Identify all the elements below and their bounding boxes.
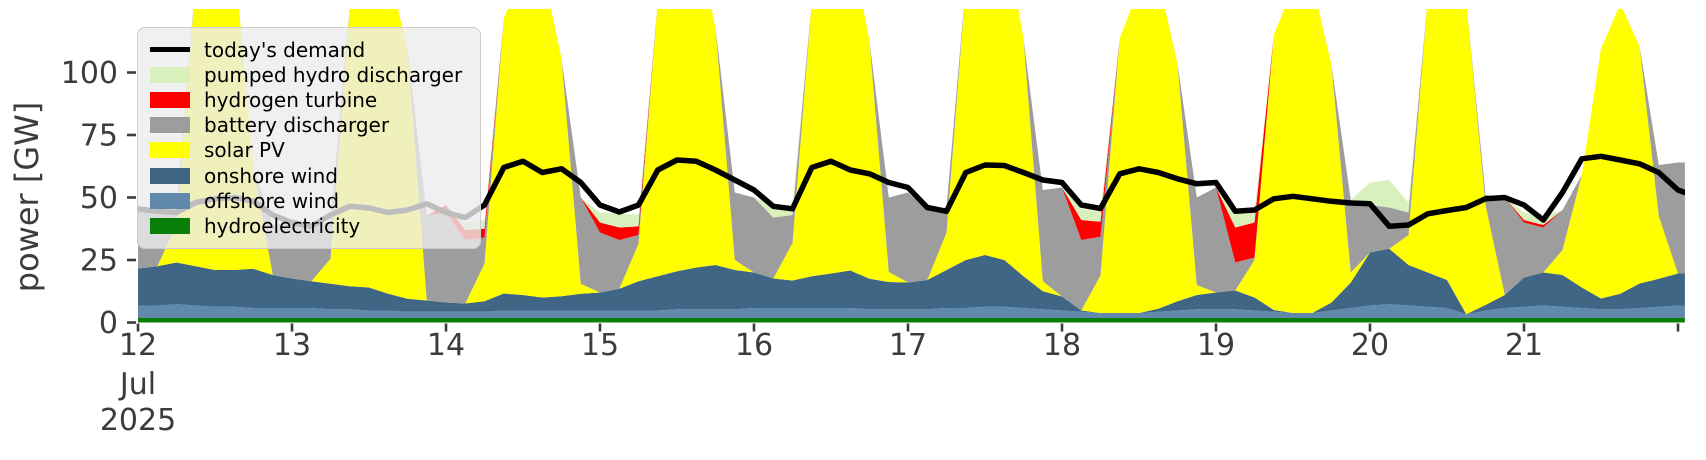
x-year-label: 2025 xyxy=(100,403,176,438)
y-tick-label: 0 xyxy=(99,306,118,341)
legend-item-label: hydroelectricity xyxy=(204,213,361,238)
y-axis-label: power [GW] xyxy=(8,102,46,292)
x-tick-label: 17 xyxy=(889,328,927,363)
legend-item: onshore wind xyxy=(150,163,462,188)
legend-patch-swatch xyxy=(150,117,190,134)
x-tick-label: 15 xyxy=(581,328,619,363)
area-onshore-wind xyxy=(138,248,1685,315)
legend-item-label: onshore wind xyxy=(204,163,338,188)
area-offshore-wind xyxy=(138,304,1685,318)
x-tick-label: 19 xyxy=(1197,328,1235,363)
area-battery-discharger xyxy=(138,9,1685,311)
area-hydroelectricity xyxy=(138,318,1685,323)
legend-item-label: offshore wind xyxy=(204,188,340,213)
legend-item-label: solar PV xyxy=(204,138,285,163)
legend-item: offshore wind xyxy=(150,188,462,213)
legend-item-label: today's demand xyxy=(204,37,366,62)
y-tick-label: 50 xyxy=(80,181,118,216)
legend-item: battery discharger xyxy=(150,113,462,138)
legend-item-label: battery discharger xyxy=(204,113,390,138)
y-tick-label: 75 xyxy=(80,119,118,154)
legend-item: pumped hydro discharger xyxy=(150,62,462,87)
area-solar-pv xyxy=(138,9,1685,315)
x-tick-label: 13 xyxy=(273,328,311,363)
legend-patch-swatch xyxy=(150,142,190,159)
legend-patch-swatch xyxy=(150,91,190,108)
legend-line-swatch xyxy=(150,47,190,53)
plot-area xyxy=(138,9,1685,323)
x-tick-label: 18 xyxy=(1043,328,1081,363)
legend-item: solar PV xyxy=(150,138,462,163)
y-tick-label: 100 xyxy=(61,56,118,91)
legend-item: today's demand xyxy=(150,37,462,62)
y-tick-label: 25 xyxy=(80,244,118,279)
x-tick-label: 16 xyxy=(735,328,773,363)
x-tick-label: 14 xyxy=(427,328,465,363)
legend-patch-swatch xyxy=(150,217,190,234)
legend-item: hydrogen turbine xyxy=(150,87,462,112)
legend-item: hydroelectricity xyxy=(150,213,462,238)
legend-box: today's demand pumped hydro discharger hyd… xyxy=(137,27,482,249)
legend-item-label: hydrogen turbine xyxy=(204,87,378,112)
legend-patch-swatch xyxy=(150,66,190,83)
x-month-label: Jul xyxy=(118,367,156,402)
legend-patch-swatch xyxy=(150,192,190,209)
x-tick-label: 20 xyxy=(1351,328,1389,363)
legend-item-label: pumped hydro discharger xyxy=(204,62,463,87)
x-tick-label: 21 xyxy=(1505,328,1543,363)
legend-patch-swatch xyxy=(150,167,190,184)
x-tick-label: 12 xyxy=(119,328,157,363)
